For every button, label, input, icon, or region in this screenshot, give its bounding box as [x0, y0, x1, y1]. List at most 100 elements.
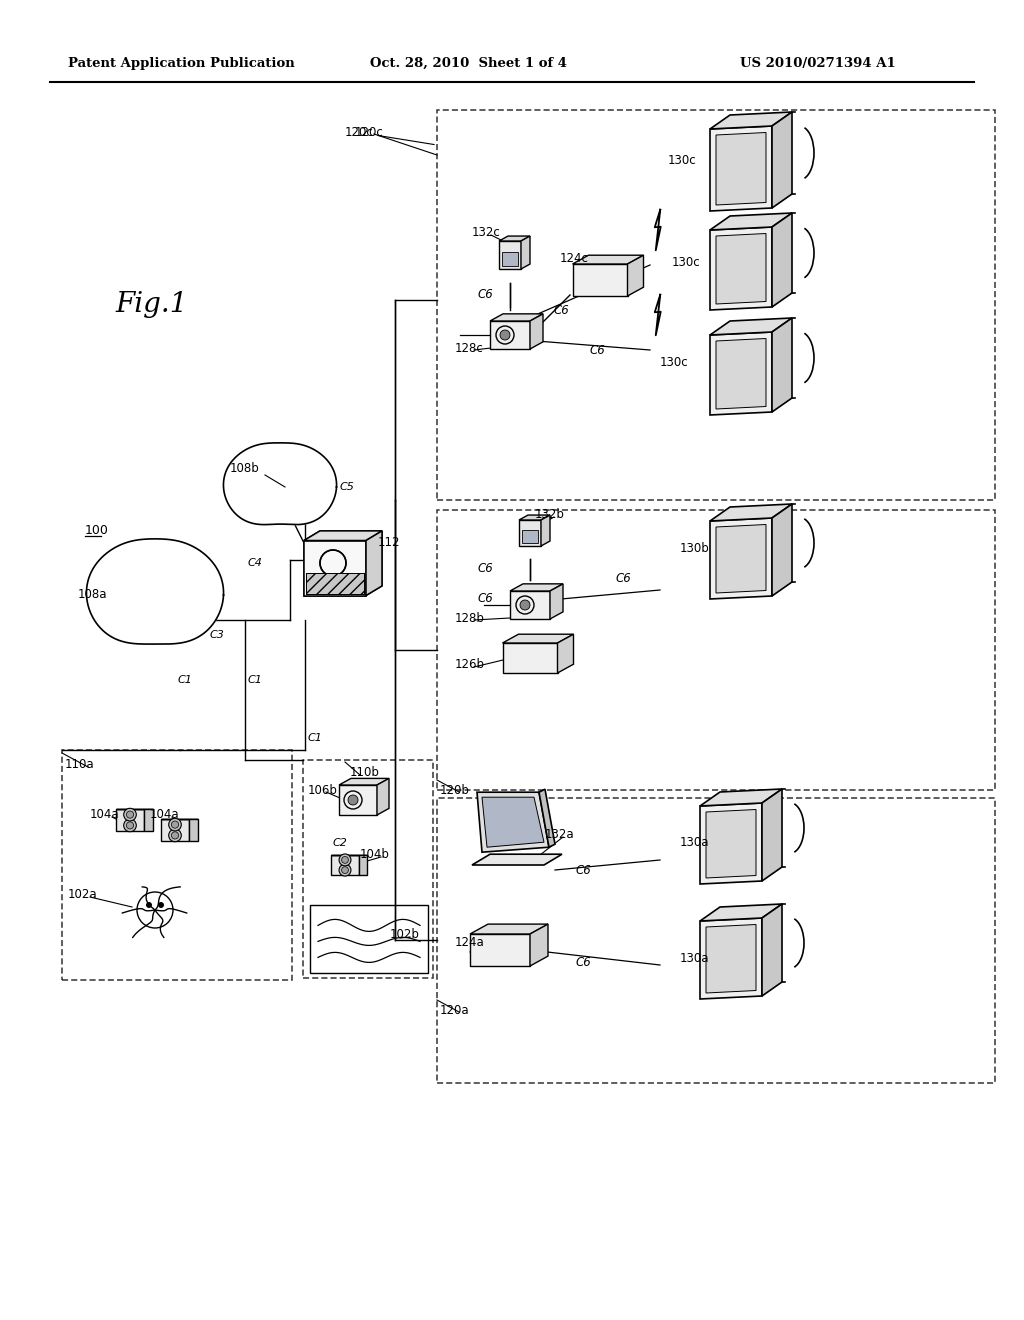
Polygon shape	[762, 789, 782, 880]
Polygon shape	[772, 318, 792, 412]
Polygon shape	[472, 854, 562, 865]
Text: 130a: 130a	[680, 837, 710, 850]
Polygon shape	[482, 797, 544, 847]
Polygon shape	[572, 255, 643, 264]
Text: 120c: 120c	[345, 125, 374, 139]
Circle shape	[126, 822, 133, 829]
Polygon shape	[339, 779, 389, 785]
Polygon shape	[700, 904, 782, 921]
Circle shape	[171, 821, 178, 828]
Bar	[437, 510, 995, 789]
Text: 102a: 102a	[68, 888, 97, 902]
Text: C6: C6	[615, 572, 631, 585]
Bar	[437, 799, 995, 1082]
Bar	[303, 760, 433, 978]
Text: C1: C1	[248, 675, 263, 685]
Circle shape	[339, 854, 351, 866]
Text: C3: C3	[210, 630, 225, 640]
Text: 128c: 128c	[455, 342, 483, 355]
Polygon shape	[700, 789, 782, 807]
Bar	[519, 520, 541, 546]
Bar	[306, 573, 364, 594]
Bar	[503, 643, 557, 673]
Bar	[510, 591, 550, 619]
Circle shape	[348, 795, 358, 805]
Polygon shape	[366, 531, 382, 595]
Polygon shape	[510, 583, 563, 591]
Bar	[490, 321, 530, 348]
Polygon shape	[557, 634, 573, 673]
Polygon shape	[772, 213, 792, 308]
Text: 132a: 132a	[545, 829, 574, 842]
Text: C1: C1	[178, 675, 193, 685]
Bar	[572, 264, 628, 296]
Text: Fig.1: Fig.1	[115, 292, 187, 318]
Text: C6: C6	[590, 343, 606, 356]
Polygon shape	[503, 634, 573, 643]
Text: 102b: 102b	[390, 928, 420, 941]
Text: 130b: 130b	[680, 541, 710, 554]
Text: C4: C4	[248, 558, 263, 568]
Text: 126b: 126b	[455, 659, 485, 672]
Text: 130c: 130c	[672, 256, 700, 268]
Polygon shape	[304, 540, 366, 595]
Bar	[306, 573, 364, 594]
Polygon shape	[716, 132, 766, 205]
Text: 120a: 120a	[440, 1003, 470, 1016]
Circle shape	[146, 902, 152, 908]
Circle shape	[124, 808, 136, 821]
Polygon shape	[541, 515, 550, 546]
Polygon shape	[477, 792, 549, 853]
Circle shape	[500, 330, 510, 341]
Polygon shape	[86, 539, 223, 644]
Text: 108a: 108a	[78, 587, 108, 601]
Polygon shape	[654, 210, 660, 251]
Polygon shape	[710, 517, 772, 599]
Text: C6: C6	[478, 289, 494, 301]
Circle shape	[339, 865, 351, 876]
Text: 110b: 110b	[350, 767, 380, 780]
Text: 124c: 124c	[560, 252, 589, 264]
Bar	[310, 906, 428, 973]
Text: 130a: 130a	[680, 952, 710, 965]
Circle shape	[520, 601, 530, 610]
Text: 132b: 132b	[535, 508, 565, 521]
Text: 120b: 120b	[440, 784, 470, 796]
Polygon shape	[521, 236, 530, 269]
Polygon shape	[710, 213, 792, 230]
Text: 100: 100	[85, 524, 109, 536]
Polygon shape	[700, 917, 762, 999]
Polygon shape	[706, 924, 756, 993]
Bar	[470, 935, 530, 966]
Text: 132c: 132c	[472, 227, 501, 239]
Text: 104a: 104a	[90, 808, 120, 821]
Polygon shape	[223, 442, 337, 524]
Bar	[437, 110, 995, 500]
Text: C2: C2	[333, 838, 348, 847]
Bar	[339, 785, 377, 814]
Text: C5: C5	[340, 482, 355, 492]
Polygon shape	[710, 504, 792, 521]
Bar	[522, 531, 538, 543]
Text: 124a: 124a	[455, 936, 484, 949]
Polygon shape	[700, 803, 762, 884]
Polygon shape	[470, 924, 548, 935]
Text: US 2010/0271394 A1: US 2010/0271394 A1	[740, 57, 896, 70]
Circle shape	[342, 867, 348, 874]
Text: 120c: 120c	[355, 125, 384, 139]
Text: Patent Application Publication: Patent Application Publication	[68, 57, 295, 70]
Polygon shape	[499, 236, 530, 242]
Text: 104b: 104b	[360, 849, 390, 862]
Polygon shape	[550, 583, 563, 619]
Text: Oct. 28, 2010  Sheet 1 of 4: Oct. 28, 2010 Sheet 1 of 4	[370, 57, 567, 70]
Bar	[502, 252, 518, 267]
Polygon shape	[762, 904, 782, 997]
Text: C6: C6	[478, 591, 494, 605]
Text: 108b: 108b	[230, 462, 260, 474]
Polygon shape	[716, 338, 766, 409]
Text: 104a: 104a	[150, 808, 179, 821]
Polygon shape	[116, 809, 144, 830]
Polygon shape	[189, 820, 199, 841]
Polygon shape	[332, 855, 358, 875]
Polygon shape	[490, 314, 543, 321]
